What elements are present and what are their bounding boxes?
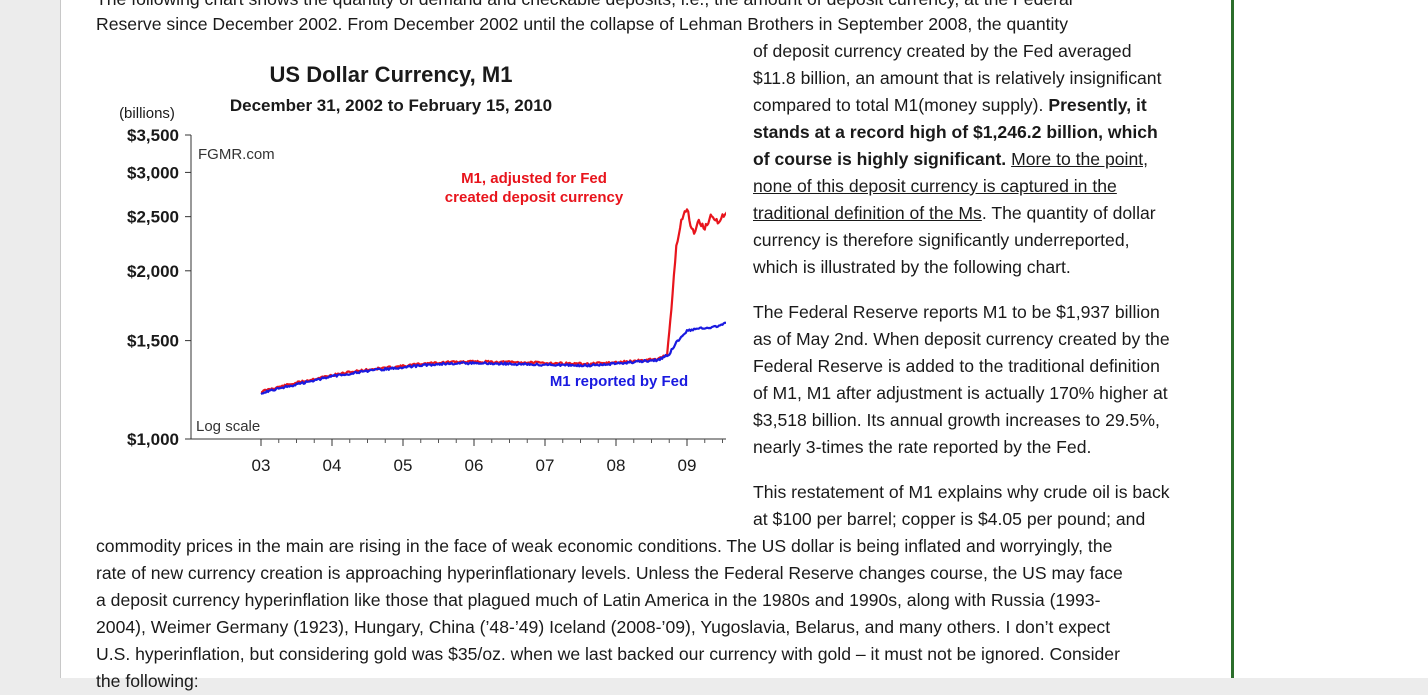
m1-currency-chart: US Dollar Currency, M1 December 31, 2002…: [119, 62, 726, 475]
left-gutter: [0, 0, 60, 678]
intro-line: traditional definition of the Ms. The qu…: [753, 200, 1156, 227]
second-paragraph-line: of M1, M1 after adjustment is actually 1…: [753, 383, 1168, 403]
intro-line: of deposit currency created by the Fed a…: [753, 41, 1132, 61]
y-tick-label: $3,000: [127, 163, 179, 182]
bold-text-line: stands at a record high of $1,246.2 bill…: [753, 122, 1158, 142]
series-label-reported: M1 reported by Fed: [550, 373, 688, 390]
right-background: [1234, 0, 1428, 678]
x-tick-label: 08: [607, 456, 626, 475]
third-paragraph-line: 2004), Weimer Germany (1923), Hungary, C…: [96, 617, 1111, 637]
article-page: The following chart shows the quantity o…: [61, 0, 1231, 691]
intro-text: compared to total M1(money supply).: [753, 95, 1049, 115]
series-line-reported: [260, 321, 726, 396]
intro-line: of course is highly significant. More to…: [753, 146, 1148, 173]
y-tick-label: $2,000: [127, 262, 179, 281]
x-tick-label: 07: [536, 456, 555, 475]
y-unit-label: (billions): [119, 105, 175, 122]
chart-title: US Dollar Currency, M1: [270, 62, 513, 87]
series-label-adjusted: created deposit currency: [445, 189, 624, 206]
x-ticks: 0304050607080910: [252, 439, 723, 475]
underlined-text-line: none of this deposit currency is capture…: [753, 176, 1117, 196]
intro-line: which is illustrated by the following ch…: [753, 257, 1071, 277]
underlined-text: traditional definition of the Ms: [753, 203, 982, 223]
second-paragraph-line: as of May 2nd. When deposit currency cre…: [753, 329, 1170, 349]
y-tick-label: $1,000: [127, 430, 179, 449]
third-paragraph-line: a deposit currency hyperinflation like t…: [96, 590, 1101, 610]
series-label-adjusted: M1, adjusted for Fed: [461, 170, 607, 187]
third-paragraph-line: This restatement of M1 explains why crud…: [753, 482, 1170, 502]
x-tick-label: 06: [465, 456, 484, 475]
underlined-text: More to the point,: [1011, 149, 1149, 169]
intro-line: compared to total M1(money supply). Pres…: [753, 92, 1147, 119]
x-tick-label: 04: [323, 456, 342, 475]
second-paragraph-line: $3,518 billion. Its annual growth increa…: [753, 410, 1160, 430]
y-tick-label: $3,500: [127, 126, 179, 145]
source-label: FGMR.com: [198, 146, 275, 163]
series-lines: [260, 208, 726, 396]
gutter-divider: [60, 0, 61, 678]
content-border-right: [1231, 0, 1234, 678]
intro-line: $11.8 billion, an amount that is relativ…: [753, 68, 1162, 88]
second-paragraph-line: The Federal Reserve reports M1 to be $1,…: [753, 302, 1160, 322]
third-paragraph-line: at $100 per barrel; copper is $4.05 per …: [753, 509, 1146, 529]
intro-line: Reserve since December 2002. From Decemb…: [96, 14, 1069, 34]
third-paragraph-line: the following:: [96, 671, 199, 691]
y-tick-label: $1,500: [127, 332, 179, 351]
intro-line: The following chart shows the quantity o…: [96, 0, 1073, 13]
third-paragraph-line: rate of new currency creation is approac…: [96, 563, 1123, 583]
x-tick-label: 05: [394, 456, 413, 475]
bold-text: of course is highly significant.: [753, 149, 1007, 169]
intro-text: . The quantity of dollar: [981, 203, 1156, 223]
second-paragraph-line: Federal Reserve is added to the traditio…: [753, 356, 1160, 376]
chart-subtitle: December 31, 2002 to February 15, 2010: [230, 96, 552, 115]
x-tick-label: 09: [678, 456, 697, 475]
third-paragraph-line: U.S. hyperinflation, but considering gol…: [96, 644, 1120, 664]
y-ticks: $3,500 $3,000 $2,500 $2,000 $1,500 $1,000: [127, 126, 191, 449]
third-paragraph-line: commodity prices in the main are rising …: [96, 536, 1113, 556]
y-tick-label: $2,500: [127, 208, 179, 227]
intro-line: currency is therefore significantly unde…: [753, 230, 1130, 250]
series-line-adjusted: [260, 208, 726, 394]
second-paragraph-line: nearly 3-times the rate reported by the …: [753, 437, 1092, 457]
scale-note: Log scale: [196, 418, 260, 435]
x-tick-label: 03: [252, 456, 271, 475]
bold-text: Presently, it: [1048, 95, 1147, 115]
